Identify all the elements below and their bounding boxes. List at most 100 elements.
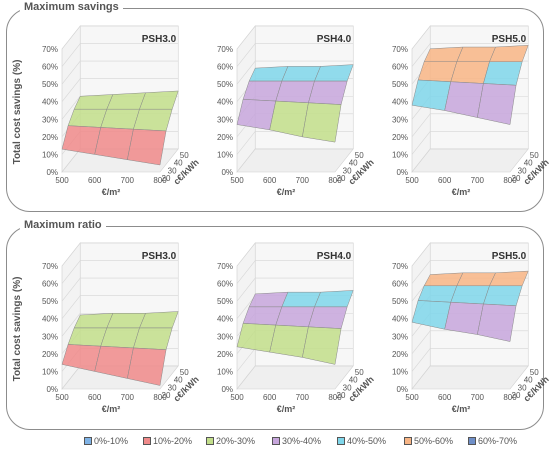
gridline-left	[61, 365, 81, 390]
legend-label: 40%-50%	[347, 436, 387, 446]
x2-tick-label: 40	[174, 376, 183, 385]
surface-cell	[242, 80, 283, 102]
ytick-label: 40%	[392, 98, 408, 107]
surface-charts: 0%10%20%30%40%50%60%70%500 600 700 80020304…	[12, 25, 550, 414]
legend-label: 50%-60%	[414, 436, 454, 446]
ytick-label: 10%	[392, 367, 408, 376]
gridline-left	[61, 313, 81, 337]
surface-cell	[275, 306, 315, 328]
ytick-label: 50%	[42, 297, 58, 306]
x2-tick-label: 30	[343, 166, 352, 175]
x1-axis-title: €/m²	[102, 187, 121, 197]
x1-tick-label: 700	[296, 176, 310, 185]
gridline-left	[61, 43, 81, 67]
x2-tick-label: 30	[168, 166, 177, 175]
surface-cell	[308, 306, 348, 329]
surface-cell	[275, 80, 315, 104]
ytick-label: 20%	[42, 350, 58, 359]
x1-axis-title: €/m²	[277, 187, 296, 197]
legend-swatch	[84, 436, 92, 445]
panel-frame-maximum-ratio	[6, 226, 544, 430]
x1-tick-label: 600	[88, 176, 102, 185]
ytick-label: 30%	[392, 332, 408, 341]
chart-title: PSH5.0	[492, 251, 527, 262]
surface-cell	[106, 92, 146, 110]
ytick-label: 40%	[217, 98, 233, 107]
legend-item: 0%-10%	[84, 436, 128, 446]
surface-cell	[417, 285, 458, 303]
surface-cell	[314, 64, 354, 82]
ytick-label: 0%	[221, 168, 233, 177]
x2-tick-label: 20	[512, 391, 521, 400]
gridline-left	[411, 242, 431, 267]
ytick-label: 70%	[217, 45, 233, 54]
surface-cell	[67, 108, 108, 128]
gridline-left	[61, 25, 81, 50]
x1-tick-label: 600	[438, 176, 452, 185]
x1-axis-title: €/m²	[102, 404, 121, 414]
ytick-label: 0%	[46, 385, 58, 394]
x1-tick-label: 700	[121, 393, 135, 402]
x1-tick-label: 500	[230, 176, 244, 185]
gridline-left	[411, 348, 431, 372]
gridline-left	[236, 348, 256, 372]
gridline-left	[236, 131, 256, 155]
gridline-left	[61, 295, 81, 319]
surface-cell	[61, 125, 102, 155]
ytick-label: 10%	[392, 150, 408, 159]
ytick-label: 60%	[392, 63, 408, 72]
chart-title: PSH4.0	[317, 251, 352, 262]
x2-tick-label: 50	[180, 368, 189, 377]
gridline-left	[411, 131, 431, 155]
panel-title-maximum-savings: Maximum savings	[20, 1, 123, 13]
ytick-label: 20%	[217, 133, 233, 142]
x1-tick-label: 500	[230, 393, 244, 402]
x2-tick-label: 50	[180, 151, 189, 160]
ytick-label: 50%	[217, 297, 233, 306]
x2-tick-label: 40	[524, 376, 533, 385]
x2-tick-label: 30	[518, 166, 527, 175]
ytick-label: 60%	[42, 63, 58, 72]
ytick-label: 20%	[392, 133, 408, 142]
surface-cell	[242, 306, 283, 326]
surface-cell	[302, 326, 342, 365]
x1-tick-label: 500	[405, 393, 419, 402]
gridline-left	[61, 277, 81, 302]
surface-cell	[67, 327, 108, 347]
gridline-left	[411, 25, 431, 50]
ytick-label: 30%	[42, 332, 58, 341]
x2-tick-label: 40	[174, 159, 183, 168]
surface-cell	[489, 45, 529, 63]
ytick-label: 0%	[221, 385, 233, 394]
surface-cell	[489, 270, 529, 287]
gridline-left	[411, 260, 431, 284]
x2-tick-label: 30	[343, 383, 352, 392]
gridline-left	[411, 330, 431, 355]
floor	[411, 148, 529, 173]
ytick-label: 10%	[217, 150, 233, 159]
x1-tick-label: 800	[503, 393, 517, 402]
surface-cell	[450, 61, 490, 84]
gridline-left	[61, 96, 81, 120]
chart-title: PSH5.0	[492, 34, 527, 45]
x2-tick-label: 50	[530, 151, 539, 160]
legend-item: 60%-70%	[468, 436, 517, 446]
ytick-label: 0%	[396, 168, 408, 177]
x2-tick-label: 20	[512, 174, 521, 183]
ytick-label: 60%	[217, 63, 233, 72]
legend-swatch	[337, 436, 345, 445]
x1-tick-label: 600	[88, 393, 102, 402]
ytick-label: 50%	[217, 80, 233, 89]
x1-tick-label: 600	[263, 393, 277, 402]
y-axis-title: Total cost savings (%)	[12, 277, 23, 382]
surface-cell	[281, 66, 321, 82]
x1-tick-label: 700	[471, 393, 485, 402]
surface-cell	[100, 108, 140, 130]
gridline-left	[411, 148, 431, 173]
x2-tick-label: 20	[162, 174, 171, 183]
x1-tick-label: 500	[405, 176, 419, 185]
ytick-label: 70%	[217, 262, 233, 271]
surface-cell	[248, 66, 289, 82]
surface-cell	[106, 312, 146, 329]
gridline-left	[236, 260, 256, 284]
